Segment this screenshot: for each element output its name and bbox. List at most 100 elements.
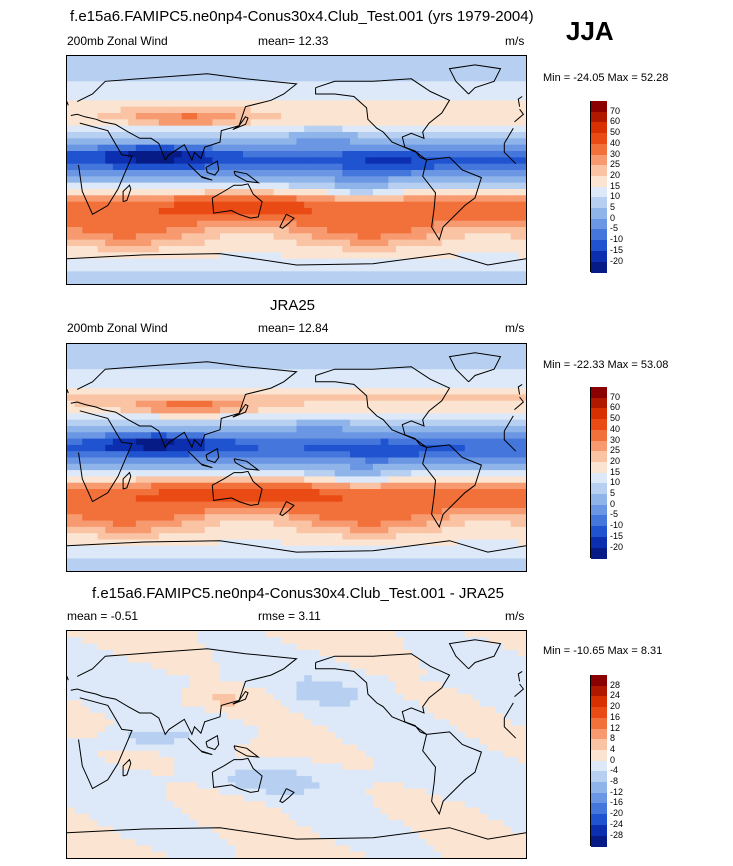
field-cell: [174, 489, 183, 496]
coastline: [70, 361, 298, 449]
field-cell: [403, 246, 412, 253]
field-cell: [158, 214, 168, 222]
field-cell: [327, 356, 336, 364]
field-cell: [380, 463, 389, 471]
field-cell: [380, 56, 389, 63]
field-cell: [426, 176, 435, 184]
field-cell: [181, 463, 190, 471]
field-cell: [89, 157, 99, 165]
field-cell: [89, 144, 99, 152]
field-cell: [441, 501, 451, 509]
field-cell: [334, 176, 343, 184]
field-cell: [403, 369, 412, 377]
field-cell: [250, 675, 259, 683]
field-cell: [220, 344, 229, 351]
field-cell: [258, 214, 267, 222]
field-cell: [342, 271, 351, 279]
field-cell: [212, 94, 221, 101]
field-cell: [357, 214, 366, 222]
field-cell: [472, 94, 481, 101]
field-cell: [418, 157, 428, 165]
field-cell: [120, 413, 129, 421]
field-cell: [89, 444, 99, 452]
field-cell: [67, 189, 76, 196]
field-cell: [457, 157, 466, 165]
field-cell: [258, 637, 267, 645]
field-cell: [510, 432, 519, 440]
field-cell: [480, 265, 489, 272]
field-cell: [510, 482, 519, 490]
field-cell: [288, 132, 298, 139]
field-cell: [258, 258, 267, 266]
field-cell: [495, 246, 504, 253]
field-cell: [487, 637, 496, 645]
field-cell: [281, 681, 290, 689]
field-cell: [449, 113, 458, 120]
field-cell: [67, 637, 76, 645]
field-cell: [158, 106, 168, 114]
field-cell: [403, 675, 412, 683]
field-cell: [143, 413, 152, 421]
field-cell: [288, 125, 298, 133]
field-cell: [151, 362, 160, 370]
field-cell: [197, 277, 206, 284]
field-cell: [311, 271, 321, 279]
colorbar-swatch: [591, 429, 607, 441]
field-cell: [281, 344, 290, 351]
field-cell: [411, 662, 420, 670]
field-cell: [411, 495, 420, 503]
field-cell: [380, 400, 389, 408]
field-cell: [242, 265, 252, 272]
field-cell: [258, 419, 267, 427]
field-cell: [67, 533, 76, 541]
field-cell: [365, 675, 374, 683]
field-cell: [434, 75, 443, 82]
field-cell: [403, 463, 412, 471]
field-cell: [174, 201, 183, 209]
field-cell: [135, 369, 145, 377]
field-cell: [74, 125, 83, 133]
field-cell: [388, 56, 397, 63]
field-cell: [105, 214, 114, 222]
field-cell: [418, 381, 428, 389]
field-cell: [357, 545, 366, 553]
field-cell: [235, 125, 244, 133]
field-cell: [449, 425, 458, 433]
field-cell: [143, 533, 152, 541]
field-cell: [120, 195, 129, 203]
field-plot: [67, 344, 526, 571]
field-cell: [174, 362, 183, 370]
field-cell: [304, 362, 313, 370]
coastline: [67, 389, 69, 394]
field-cell: [67, 344, 76, 351]
field-cell: [82, 662, 91, 670]
field-cell: [403, 195, 412, 203]
field-cell: [227, 350, 236, 358]
field-cell: [189, 444, 198, 452]
field-cell: [128, 438, 137, 446]
field-cell: [74, 533, 83, 541]
field-cell: [411, 157, 420, 165]
colorbar-swatch: [591, 208, 607, 220]
field-cell: [441, 356, 451, 364]
field-cell: [327, 62, 336, 70]
field-cell: [181, 656, 190, 664]
field-cell: [304, 227, 313, 234]
field-cell: [97, 419, 106, 427]
field-cell: [304, 62, 313, 70]
field-cell: [67, 208, 76, 215]
colorbar-tick-label: -5: [610, 509, 619, 520]
field-cell: [434, 220, 443, 228]
field-cell: [365, 501, 374, 509]
field-cell: [426, 271, 435, 279]
field-cell: [212, 151, 221, 158]
field-cell: [128, 495, 137, 503]
field-cell: [128, 258, 137, 266]
field-cell: [304, 507, 313, 515]
field-cell: [120, 675, 129, 683]
field-cell: [197, 539, 206, 547]
field-cell: [181, 195, 190, 203]
field-cell: [373, 675, 382, 683]
field-cell: [242, 94, 252, 101]
field-cell: [242, 413, 252, 421]
